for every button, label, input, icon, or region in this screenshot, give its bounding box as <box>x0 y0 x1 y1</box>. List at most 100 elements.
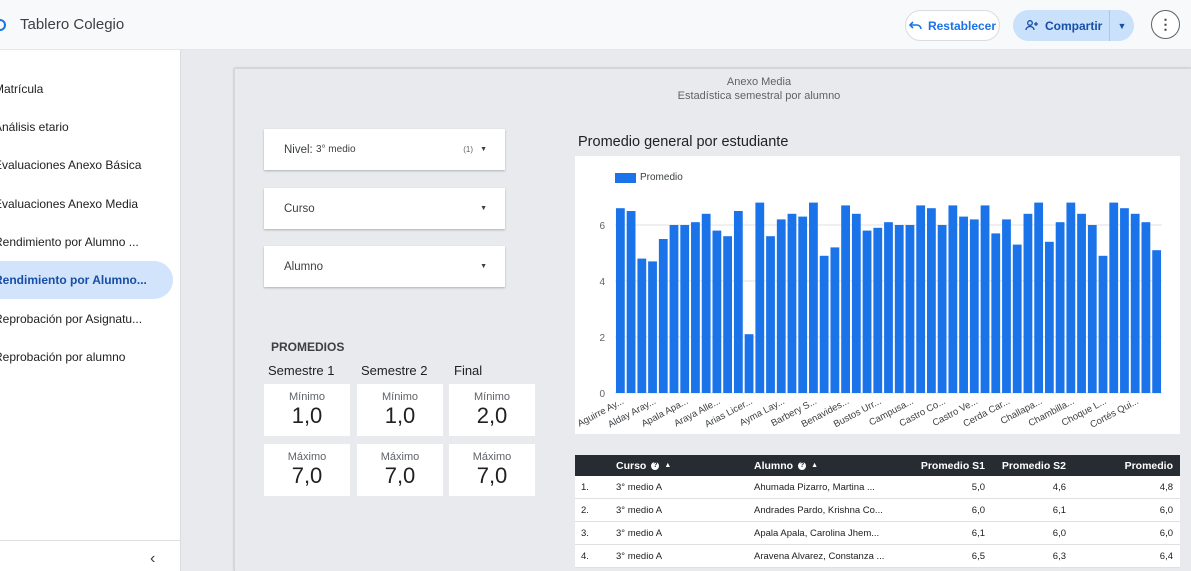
chart-bar[interactable] <box>830 247 840 393</box>
chart-bar[interactable] <box>712 230 722 393</box>
scorecard-label: Máximo <box>287 451 327 463</box>
more-options-icon[interactable]: ⋮ <box>1151 10 1180 39</box>
promedio-s1-cell: 6,5 <box>971 550 985 562</box>
share-button[interactable]: Compartir <box>1013 10 1110 41</box>
chart-bar[interactable] <box>1055 222 1065 393</box>
chart-bar[interactable] <box>1044 241 1054 393</box>
promedio-cell: 6,4 <box>1159 550 1173 562</box>
table-header: Curso? ▲ Alumno? ▲ Promedio S1 Promedio S2… <box>575 455 1180 476</box>
chart-bar[interactable] <box>766 236 775 393</box>
nivel-filter[interactable]: Nivel: 3° medio (1) ▼ <box>264 129 505 170</box>
chart-bar[interactable] <box>733 211 743 393</box>
row-number: 2. <box>581 504 589 516</box>
curso-filter-label: Curso <box>284 202 315 215</box>
sidebar-item-analisis-etario[interactable]: Análisis etario <box>0 108 174 146</box>
chart-bar[interactable] <box>680 225 690 393</box>
sidebar-item-matricula[interactable]: Matrícula <box>0 70 174 108</box>
legend-label: Promedio <box>640 172 683 183</box>
chart-bar[interactable] <box>798 216 808 393</box>
chart-bar[interactable] <box>905 225 915 393</box>
chart-bar[interactable] <box>776 219 786 393</box>
bar-chart[interactable]: Promedio 0 2 4 6 Aguirre Ay... Alday Aray... A… <box>575 156 1180 434</box>
chart-bar[interactable] <box>1023 213 1033 393</box>
chart-bar[interactable] <box>894 225 904 393</box>
max-semestre-1-scorecard: Máximo 7,0 <box>264 444 350 496</box>
chart-bar[interactable] <box>669 225 679 393</box>
chart-bar[interactable] <box>626 211 636 393</box>
share-dropdown-icon[interactable]: ▼ <box>1117 20 1127 31</box>
alumno-column-header[interactable]: Alumno? ▲ <box>754 455 818 476</box>
sidebar-item-evaluaciones-basica[interactable]: Evaluaciones Anexo Básica <box>0 146 174 184</box>
sidebar-item-reprobacion-asignatura[interactable]: Reprobación por Asignatu... <box>0 300 174 338</box>
chart-bar[interactable] <box>1098 255 1108 393</box>
sidebar-item-rendimiento-1[interactable]: Rendimiento por Alumno ... <box>0 223 174 261</box>
chart-bar[interactable] <box>1002 219 1011 393</box>
chart-bar[interactable] <box>1012 244 1022 393</box>
chart-bar[interactable] <box>937 225 947 393</box>
alumno-filter[interactable]: Alumno ▼ <box>264 246 505 287</box>
sidebar-item-label: Evaluaciones Anexo Básica <box>0 158 142 172</box>
chart-bar[interactable] <box>884 222 893 393</box>
chart-bar[interactable] <box>819 255 829 393</box>
share-label: Compartir <box>1045 18 1103 33</box>
chart-bar[interactable] <box>1120 208 1129 393</box>
chart-bar[interactable] <box>851 213 861 393</box>
chart-bar[interactable] <box>1152 250 1162 393</box>
scorecard-label: Mínimo <box>473 391 511 403</box>
scorecard-label: Máximo <box>472 451 512 463</box>
chart-bar[interactable] <box>1130 213 1140 393</box>
chart-bar[interactable] <box>755 202 765 393</box>
add-person-icon <box>1025 20 1038 31</box>
s1-column-header[interactable]: Promedio S1 <box>905 455 985 476</box>
collapse-sidebar-icon[interactable]: ‹ <box>150 550 156 567</box>
chart-bar[interactable] <box>969 219 979 393</box>
reset-button[interactable]: Restablecer <box>905 10 1000 41</box>
chart-bar[interactable] <box>723 236 733 393</box>
s2-column-header[interactable]: Promedio S2 <box>985 455 1066 476</box>
chart-bar[interactable] <box>948 205 958 393</box>
chart-bar[interactable] <box>691 222 700 393</box>
chart-bar[interactable] <box>980 205 990 393</box>
chart-bar[interactable] <box>809 202 818 393</box>
curso-cell: 3° medio A <box>616 481 663 493</box>
chart-bar[interactable] <box>744 334 754 393</box>
chart-bar[interactable] <box>1109 202 1119 393</box>
sidebar-item-rendimiento-2[interactable]: Rendimiento por Alumno... <box>0 261 173 299</box>
alumno-filter-label: Alumno <box>284 260 323 273</box>
chart-bar[interactable] <box>991 233 1001 393</box>
curso-filter[interactable]: Curso ▼ <box>264 188 505 229</box>
chart-bar[interactable] <box>841 205 850 393</box>
chart-bar[interactable] <box>1034 202 1044 393</box>
chart-bar[interactable] <box>701 213 711 393</box>
chart-bar[interactable] <box>927 208 936 393</box>
chart-bar[interactable] <box>1066 202 1076 393</box>
chart-bar[interactable] <box>658 239 668 393</box>
promedio-cell: 6,0 <box>1159 504 1173 516</box>
chart-bar[interactable] <box>862 230 872 393</box>
table-row[interactable]: 3. 3° medio A Apala Apala, Carolina Jhem..… <box>575 522 1180 545</box>
table-row[interactable]: 4. 3° medio A Aravena Alvarez, Constanza .… <box>575 545 1180 568</box>
page-header-subtitle: Estadística semestral por alumno <box>677 90 841 102</box>
chart-bar[interactable] <box>787 213 797 393</box>
row-number: 1. <box>581 481 589 493</box>
promedio-column-header[interactable]: Promedio <box>1066 455 1173 476</box>
chart-bar[interactable] <box>615 208 625 393</box>
table-row[interactable]: 2. 3° medio A Andrades Pardo, Krishna Co..… <box>575 499 1180 522</box>
sidebar-item-label: Evaluaciones Anexo Media <box>0 197 139 211</box>
sort-up-icon: ▲ <box>811 462 819 469</box>
curso-column-header[interactable]: Curso? ▲ <box>616 455 671 476</box>
chart-bar[interactable] <box>648 261 657 393</box>
chart-bar[interactable] <box>637 258 647 393</box>
chart-bar[interactable] <box>916 205 926 393</box>
sidebar-item-evaluaciones-media[interactable]: Evaluaciones Anexo Media <box>0 185 174 223</box>
sidebar-item-reprobacion-alumno[interactable]: Reprobación por alumno <box>0 338 174 376</box>
chart-bar[interactable] <box>873 227 883 393</box>
min-semestre-1-scorecard: Mínimo 1,0 <box>264 384 350 436</box>
chart-bar[interactable] <box>1077 213 1086 393</box>
scorecard-value: 7,0 <box>384 463 416 488</box>
chart-bar[interactable] <box>1087 225 1097 393</box>
chart-bar[interactable] <box>1141 222 1151 393</box>
chart-bar[interactable] <box>959 216 968 393</box>
table-row[interactable]: 1. 3° medio A Ahumada Pizarro, Martina ...… <box>575 476 1180 499</box>
